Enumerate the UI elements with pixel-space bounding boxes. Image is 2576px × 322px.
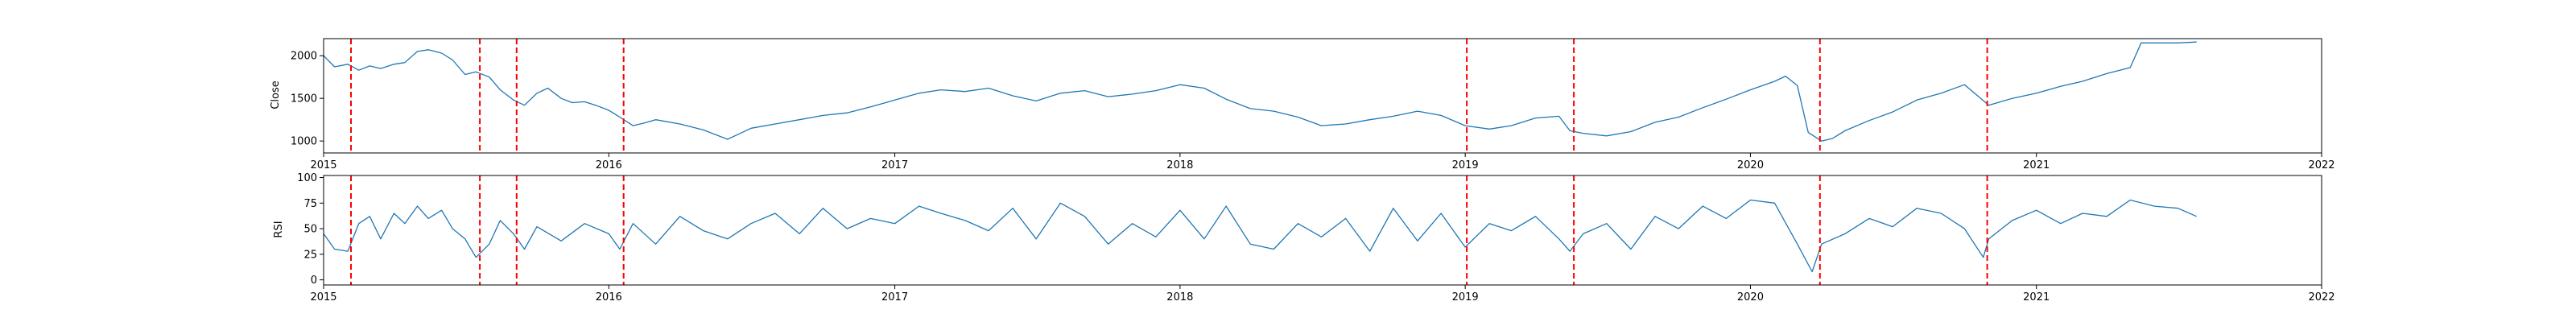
rsi-x-tick-label-0: 2015 <box>310 291 336 303</box>
rsi-axes: 2015 2016 2017 2018 2019 2020 2021 2022 0 25 50 75 1… <box>297 172 2334 303</box>
close-axes: 2015 2016 2017 2018 2019 2020 2021 2022 1000 1500… <box>291 38 2335 171</box>
close-x-tick-label-5: 2020 <box>1737 159 1764 171</box>
rsi-x-tick-label-7: 2022 <box>2308 291 2334 303</box>
close-x-tick-label-2: 2017 <box>881 159 908 171</box>
close-axes-frame <box>323 38 2322 154</box>
close-series-line-0 <box>323 41 2197 142</box>
rsi-y-tick-label-4: 100 <box>297 172 317 184</box>
rsi-axes-frame <box>323 175 2322 286</box>
rsi-y-tick-label-1: 25 <box>303 249 317 261</box>
close-plot-area <box>323 39 2197 153</box>
close-x-tick-label-0: 2015 <box>310 159 336 171</box>
close-x-tick-label-3: 2018 <box>1166 159 1193 171</box>
close-y-tick-label-2: 2000 <box>291 51 317 63</box>
rsi-x-tick-label-4: 2019 <box>1452 291 1479 303</box>
rsi-y-tick-label-3: 75 <box>303 198 317 210</box>
rsi-x-tick-label-5: 2020 <box>1737 291 1764 303</box>
rsi-x-tick-label-6: 2021 <box>2023 291 2050 303</box>
rsi-plot-area <box>323 175 2197 285</box>
close-x-tick-label-4: 2019 <box>1452 159 1479 171</box>
rsi-panel: 2015 2016 2017 2018 2019 2020 2021 2022 0 25 50 75 1… <box>273 172 2335 303</box>
rsi-y-axis-label: RSI <box>273 221 285 237</box>
close-price-panel: 2015 2016 2017 2018 2019 2020 2021 2022 1000 1500… <box>270 38 2335 171</box>
rsi-x-tick-label-3: 2018 <box>1166 291 1193 303</box>
close-y-tick-label-1: 1500 <box>291 93 317 105</box>
rsi-x-tick-label-2: 2017 <box>881 291 908 303</box>
rsi-series-line-0 <box>323 199 2197 273</box>
rsi-x-tick-label-1: 2016 <box>596 291 622 303</box>
close-x-tick-label-6: 2021 <box>2023 159 2050 171</box>
close-x-tick-label-1: 2016 <box>596 159 622 171</box>
rsi-y-tick-label-0: 0 <box>311 275 317 287</box>
close-y-axis-label: Close <box>270 80 282 109</box>
close-y-tick-label-0: 1000 <box>291 136 317 148</box>
close-x-tick-label-7: 2022 <box>2308 159 2334 171</box>
rsi-y-tick-label-2: 50 <box>303 224 317 236</box>
